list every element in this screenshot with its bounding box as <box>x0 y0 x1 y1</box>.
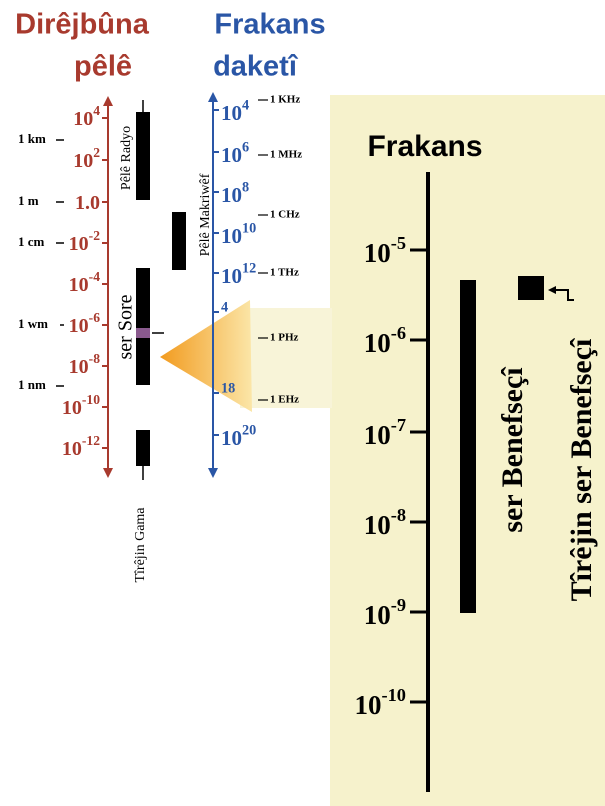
radio-bar <box>136 112 150 200</box>
tick-exp: 6 <box>242 140 249 156</box>
annotation: 1 EHz <box>270 394 299 406</box>
axis-title: Dirêjbûna <box>15 9 150 41</box>
zoom-cone <box>160 300 252 412</box>
visible-bar <box>136 328 150 338</box>
arrow <box>208 92 218 102</box>
tick-exp: 4 <box>221 300 228 316</box>
tick-label: 4 <box>221 300 228 316</box>
annotation: 1 KHz <box>270 94 300 106</box>
euv-bar <box>518 276 544 300</box>
tick-label: 10-8 <box>69 351 101 377</box>
tick-exp: 2 <box>93 145 100 160</box>
tick-base: 10 <box>364 238 391 268</box>
gamma-bar <box>136 430 150 466</box>
tick-base: 10 <box>73 108 93 130</box>
tick-base: 10 <box>221 224 242 248</box>
tick-base: 10 <box>221 101 242 125</box>
diagram: DirêjbûnapêlêFrakansdaketî1041021.010-21… <box>0 0 605 806</box>
tick-base: 1.0 <box>75 192 100 214</box>
annotation: 1 m <box>18 193 39 208</box>
annotation: 1 THz <box>270 267 299 279</box>
axis-title: pêlê <box>74 51 132 83</box>
uv-bar <box>460 280 476 613</box>
tick-exp: -8 <box>391 505 406 525</box>
tick-label: 104 <box>221 98 249 125</box>
tick-base: 10 <box>73 150 93 172</box>
tick-base: 10 <box>69 274 89 296</box>
band-label: Pêlê Makriwêf <box>198 173 213 256</box>
tick-base: 10 <box>69 233 89 255</box>
tick-exp: -9 <box>391 595 406 615</box>
tick-exp: -8 <box>89 351 101 366</box>
ir-uv-bar <box>136 268 150 385</box>
tick-exp: -5 <box>391 233 406 253</box>
annotation: 1 PHz <box>270 332 299 344</box>
tick-exp: -10 <box>82 392 100 407</box>
tick-label: 10-12 <box>62 433 100 459</box>
arrow <box>103 96 113 106</box>
annotation: 1 CHz <box>270 209 300 221</box>
band-label: Tîrêjin Gama <box>133 507 148 583</box>
tick-base: 10 <box>69 356 89 378</box>
tick-base: 10 <box>364 328 391 358</box>
arrow <box>208 468 218 478</box>
tick-base: 10 <box>355 690 382 720</box>
tick-exp: 8 <box>242 180 249 196</box>
tick-label: 10-2 <box>69 228 101 254</box>
tick-exp: 10 <box>242 221 256 237</box>
tick-base: 10 <box>69 315 89 337</box>
tick-label: 10-4 <box>69 269 101 295</box>
tick-label: 1010 <box>221 221 256 248</box>
tick-base: 10 <box>364 420 391 450</box>
annotation: 1 km <box>18 131 46 146</box>
tick-label: 1.0 <box>75 192 100 214</box>
annotation: 1 MHz <box>270 149 302 161</box>
tick-label: 10-10 <box>62 392 100 418</box>
tick-exp: -4 <box>89 269 101 284</box>
tick-exp: 12 <box>242 261 256 277</box>
tick-label: 106 <box>221 140 249 167</box>
tick-label: 1012 <box>221 261 256 288</box>
arrow <box>103 468 113 478</box>
tick-exp: -10 <box>382 685 406 705</box>
band-label: Pêlê Radyo <box>119 126 134 190</box>
tick-label: 102 <box>73 145 100 171</box>
tick-exp: 18 <box>221 381 235 397</box>
tick-exp: -7 <box>391 415 406 435</box>
tick-exp: 4 <box>242 98 249 114</box>
tick-exp: -6 <box>391 323 406 343</box>
tick-base: 10 <box>364 600 391 630</box>
tick-base: 10 <box>221 143 242 167</box>
axis-title: Frakans <box>214 9 325 41</box>
annotation: 1 cm <box>18 234 45 249</box>
tick-base: 10 <box>62 397 82 419</box>
tick-label: 108 <box>221 180 249 207</box>
tick-base: 10 <box>62 438 82 460</box>
tick-label: 104 <box>73 103 100 129</box>
tick-exp: -6 <box>89 310 101 325</box>
axis-title: daketî <box>213 51 299 83</box>
microwave-bar <box>172 212 186 270</box>
panel-label: ser Benefseçî <box>496 367 529 533</box>
tick-base: 10 <box>221 264 242 288</box>
band-label: ser Sore <box>115 294 137 359</box>
tick-exp: 20 <box>242 423 256 439</box>
panel-label: Tîrêjin ser Benefseçî <box>565 338 598 601</box>
panel-title: Frakans <box>367 130 482 163</box>
annotation: 1 wm <box>18 316 48 331</box>
tick-label: 10-6 <box>69 310 101 336</box>
tick-exp: -2 <box>89 228 101 243</box>
tick-exp: -12 <box>82 433 100 448</box>
tick-base: 10 <box>221 426 242 450</box>
annotation: 1 nm <box>18 377 46 392</box>
tick-base: 10 <box>221 183 242 207</box>
tick-base: 10 <box>364 510 391 540</box>
tick-exp: 4 <box>93 103 100 118</box>
tick-label: 1020 <box>221 423 256 450</box>
tick-label: 18 <box>221 381 235 397</box>
